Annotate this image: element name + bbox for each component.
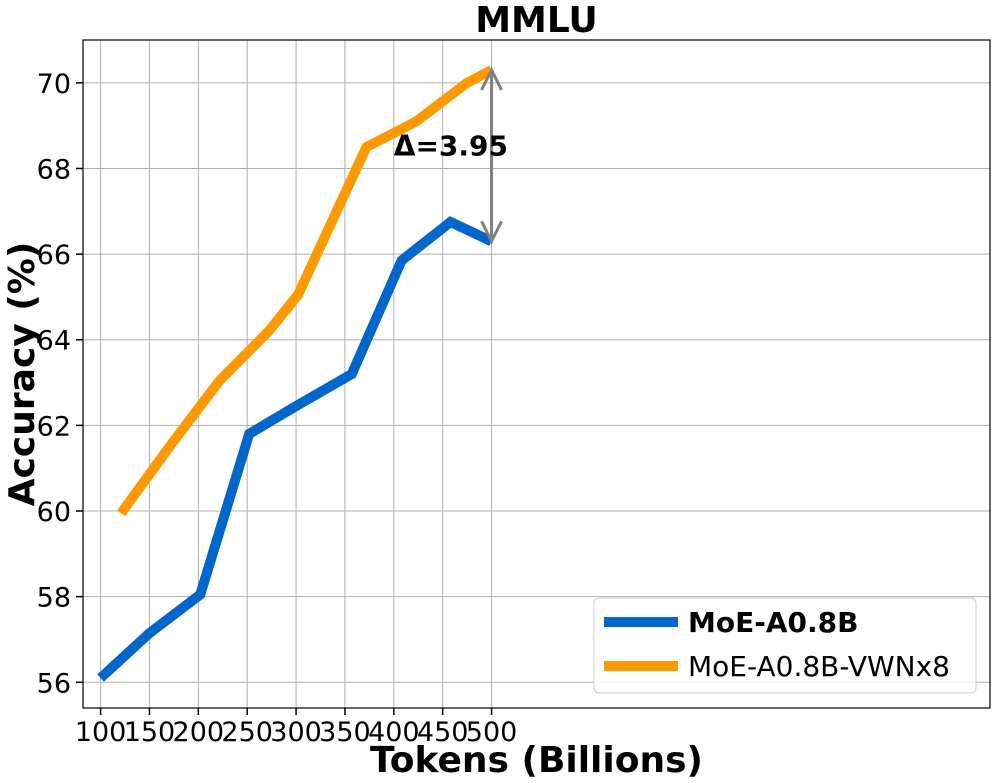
- series-lines: [97, 65, 494, 682]
- x-axis-label: Tokens (Billions): [370, 740, 703, 781]
- legend-label-0: MoE-A0.8B: [688, 606, 858, 639]
- delta-annotation: Δ=3.95: [394, 66, 508, 245]
- x-tick-label: 150: [124, 717, 176, 748]
- y-tick-label: 56: [37, 668, 71, 699]
- x-tick-label: 100: [75, 717, 127, 748]
- x-tick-label: 450: [417, 717, 469, 748]
- y-tick-label: 68: [37, 154, 71, 185]
- delta-label: Δ=3.95: [394, 130, 508, 163]
- legend: MoE-A0.8B MoE-A0.8B-VWNx8: [593, 597, 977, 694]
- x-tick-label: 400: [368, 717, 420, 748]
- legend-box: [593, 597, 977, 694]
- delta-arrow-head-top: [480, 66, 503, 91]
- y-tick-label: 64: [37, 326, 71, 357]
- x-tick-label: 500: [466, 717, 518, 748]
- y-tick-label: 58: [37, 583, 71, 614]
- y-tick-label: 70: [37, 69, 71, 100]
- y-tick-label: 66: [37, 240, 71, 271]
- x-tick-label: 300: [270, 717, 322, 748]
- series-line-1: [117, 65, 494, 517]
- legend-label-1: MoE-A0.8B-VWNx8: [688, 650, 950, 683]
- delta-arrow-head-bottom: [480, 220, 503, 245]
- y-tick-label: 62: [37, 411, 71, 442]
- plot-frame: [82, 39, 991, 709]
- y-tick-label: 60: [37, 497, 71, 528]
- series-line-0: [97, 216, 494, 682]
- chart-title: MMLU: [475, 0, 598, 41]
- y-axis-label: Accuracy (%): [2, 242, 43, 507]
- x-tick-label: 200: [173, 717, 225, 748]
- x-tick-label: 250: [221, 717, 273, 748]
- x-tick-label: 350: [319, 717, 371, 748]
